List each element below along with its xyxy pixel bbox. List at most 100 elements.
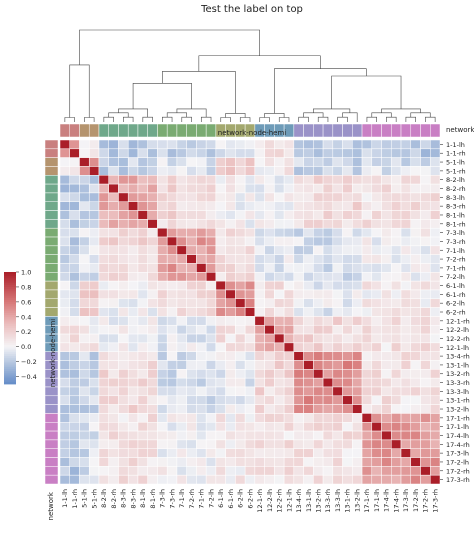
heatmap-cell [79, 219, 90, 229]
row-tick-label: 17-2-lh [446, 458, 469, 466]
row-color-cell [44, 157, 59, 167]
heatmap-cell [225, 377, 236, 388]
heatmap-cell [283, 466, 295, 476]
column-tick-label: 13-3-lh [334, 489, 342, 512]
heatmap-cell [410, 219, 421, 229]
colorbar-segment [4, 363, 16, 366]
heatmap-cell [59, 263, 70, 273]
heatmap-cell [166, 148, 178, 158]
heatmap-cell [264, 474, 275, 485]
heatmap-cell [225, 298, 236, 308]
heatmap-cell [196, 422, 207, 432]
heatmap-cell [400, 439, 412, 449]
colorbar-segment [4, 294, 16, 297]
heatmap-cell [332, 298, 343, 308]
heatmap-cell [118, 386, 129, 397]
heatmap-cell [381, 386, 392, 397]
heatmap-cell [176, 360, 187, 370]
heatmap-cell [157, 175, 168, 185]
heatmap-cell [235, 351, 246, 361]
heatmap-cell [264, 219, 275, 229]
colorbar-segment [4, 354, 16, 357]
heatmap-cell [293, 219, 304, 229]
heatmap-cell [293, 430, 304, 441]
heatmap-cell [186, 351, 197, 361]
heatmap-cell [98, 219, 109, 229]
column-color-cell [166, 123, 178, 138]
heatmap-cell [352, 280, 363, 291]
heatmap-cell [342, 430, 353, 441]
heatmap-cell [361, 166, 373, 176]
heatmap-cell [215, 457, 226, 467]
heatmap-cell [205, 439, 217, 449]
heatmap-cell [69, 254, 80, 264]
heatmap-cell [352, 395, 363, 405]
heatmap-cell [254, 166, 265, 176]
heatmap-cell [137, 263, 148, 273]
heatmap-cell [69, 439, 80, 449]
colorbar-segment [4, 369, 16, 372]
heatmap-cell [410, 254, 421, 264]
heatmap-cell [254, 448, 265, 458]
heatmap-cell [274, 236, 285, 247]
heatmap-cell [186, 448, 197, 458]
heatmap-cell [371, 183, 382, 194]
heatmap-cell [69, 183, 80, 194]
heatmap-cell [196, 369, 207, 379]
heatmap-cell [215, 377, 226, 388]
heatmap-cell [410, 395, 421, 405]
row-tick-label: 8-3-lh [446, 194, 465, 202]
heatmap-cell [283, 175, 295, 185]
heatmap-cell [196, 430, 207, 441]
heatmap-cell [118, 316, 129, 326]
heatmap-cell [69, 430, 80, 441]
heatmap-cell [127, 227, 139, 238]
heatmap-cell [303, 351, 314, 361]
row-tick-label: 7-3-lh [446, 229, 465, 237]
heatmap-cell [400, 272, 412, 282]
heatmap-cell [108, 457, 119, 467]
heatmap-cell [108, 157, 119, 167]
heatmap-cell [361, 386, 373, 397]
heatmap-cell [352, 439, 363, 449]
heatmap-cell [420, 457, 431, 467]
heatmap-cell [235, 280, 246, 291]
colorbar-segment [4, 357, 16, 361]
heatmap-cell [371, 466, 382, 476]
row-tick-label: 12-1-lh [446, 344, 469, 352]
heatmap-cell [400, 298, 412, 308]
heatmap-cell [147, 324, 158, 335]
heatmap-cell [205, 272, 217, 282]
column-tick-label: 5-1-lh [81, 489, 89, 508]
heatmap-cell [254, 369, 265, 379]
heatmap-cell [127, 166, 139, 176]
row-color-cell [44, 474, 59, 485]
row-tick-label: 8-1-lh [446, 211, 465, 219]
heatmap-cell [244, 201, 256, 211]
column-color-cell [313, 123, 324, 138]
heatmap-cell [264, 404, 275, 414]
heatmap-cell [59, 157, 70, 167]
heatmap-cell [88, 201, 100, 211]
column-tick-label: 7-3-lh [159, 489, 167, 508]
heatmap-cell [205, 316, 217, 326]
heatmap-cell [381, 351, 392, 361]
heatmap-cell [69, 157, 80, 167]
heatmap-cell [274, 413, 285, 423]
heatmap-cell [420, 245, 431, 255]
row-color-cell [44, 395, 59, 405]
heatmap-cell [98, 342, 109, 352]
heatmap-cell [264, 430, 275, 441]
heatmap-cell [137, 175, 148, 185]
heatmap-cell [371, 439, 382, 449]
heatmap-cell [332, 245, 343, 255]
heatmap-cell [205, 369, 217, 379]
heatmap-cell [118, 430, 129, 441]
heatmap-cell [371, 351, 382, 361]
heatmap-cell [361, 148, 373, 158]
row-tick-label: 6-2-rh [446, 309, 466, 317]
heatmap-cell [166, 157, 178, 167]
heatmap-cell [381, 474, 392, 485]
heatmap-cell [98, 333, 109, 344]
heatmap-cell [342, 377, 353, 388]
